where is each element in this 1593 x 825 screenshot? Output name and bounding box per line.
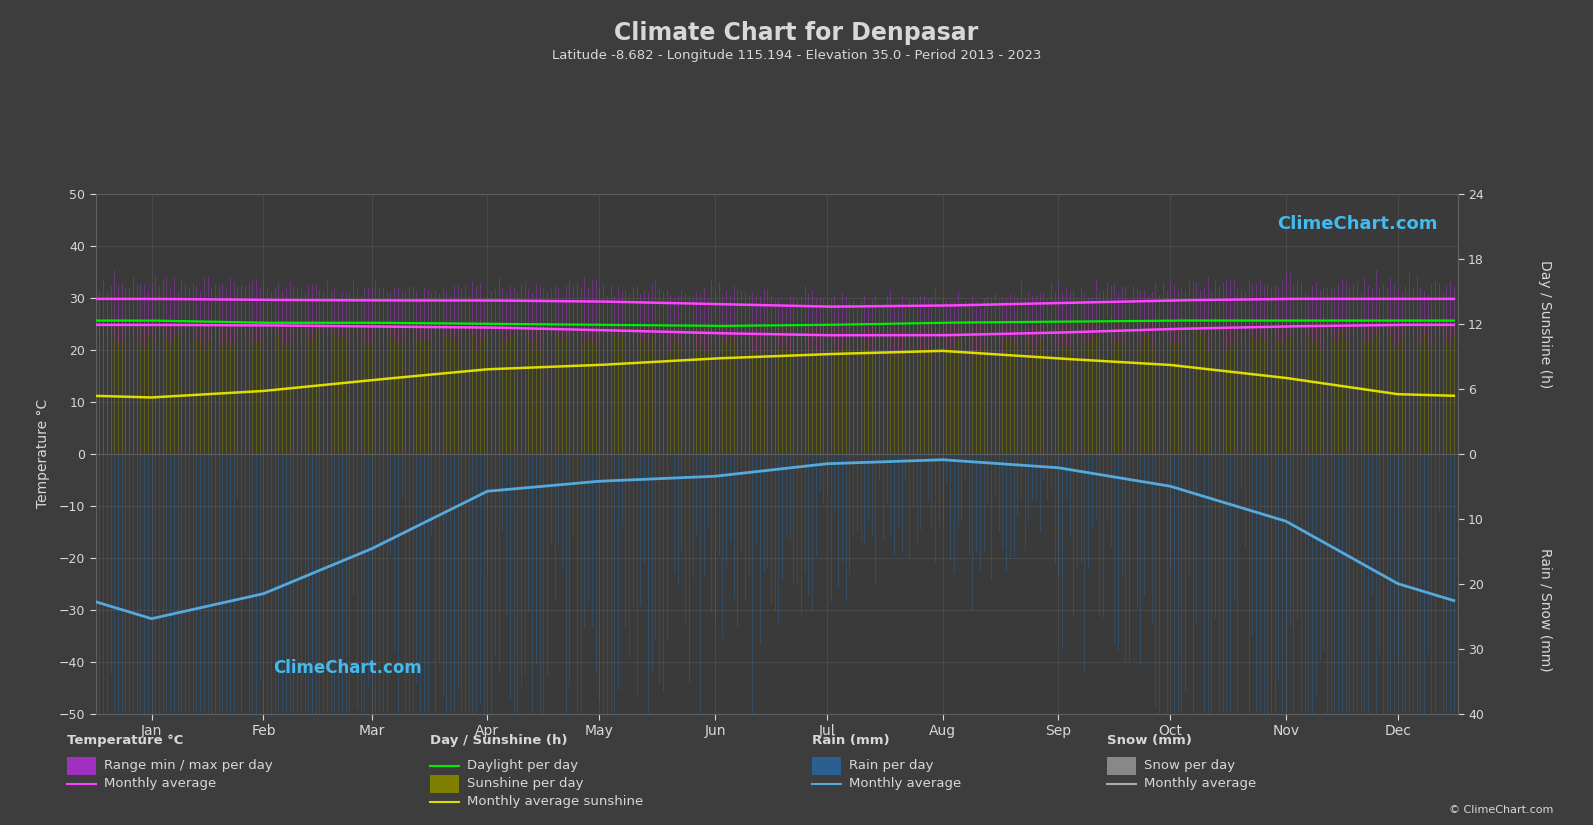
Text: Sunshine per day: Sunshine per day (467, 777, 583, 790)
Y-axis label: Temperature °C: Temperature °C (37, 399, 51, 508)
Text: Latitude -8.682 - Longitude 115.194 - Elevation 35.0 - Period 2013 - 2023: Latitude -8.682 - Longitude 115.194 - El… (551, 50, 1042, 63)
Text: Climate Chart for Denpasar: Climate Chart for Denpasar (615, 21, 978, 45)
Text: Monthly average: Monthly average (104, 777, 215, 790)
Text: Monthly average: Monthly average (1144, 777, 1255, 790)
Text: Rain per day: Rain per day (849, 759, 933, 772)
Text: Rain (mm): Rain (mm) (812, 734, 890, 747)
Text: Day / Sunshine (h): Day / Sunshine (h) (430, 734, 567, 747)
Text: © ClimeChart.com: © ClimeChart.com (1448, 805, 1553, 815)
Text: Daylight per day: Daylight per day (467, 759, 578, 772)
Text: Monthly average sunshine: Monthly average sunshine (467, 795, 644, 808)
Text: ClimeChart.com: ClimeChart.com (1276, 214, 1437, 233)
Text: Rain / Snow (mm): Rain / Snow (mm) (1539, 548, 1552, 672)
Text: Temperature °C: Temperature °C (67, 734, 183, 747)
Text: Snow per day: Snow per day (1144, 759, 1235, 772)
Text: ClimeChart.com: ClimeChart.com (272, 659, 422, 677)
Text: Range min / max per day: Range min / max per day (104, 759, 272, 772)
Text: Day / Sunshine (h): Day / Sunshine (h) (1539, 260, 1552, 388)
Text: Snow (mm): Snow (mm) (1107, 734, 1192, 747)
Text: Monthly average: Monthly average (849, 777, 961, 790)
